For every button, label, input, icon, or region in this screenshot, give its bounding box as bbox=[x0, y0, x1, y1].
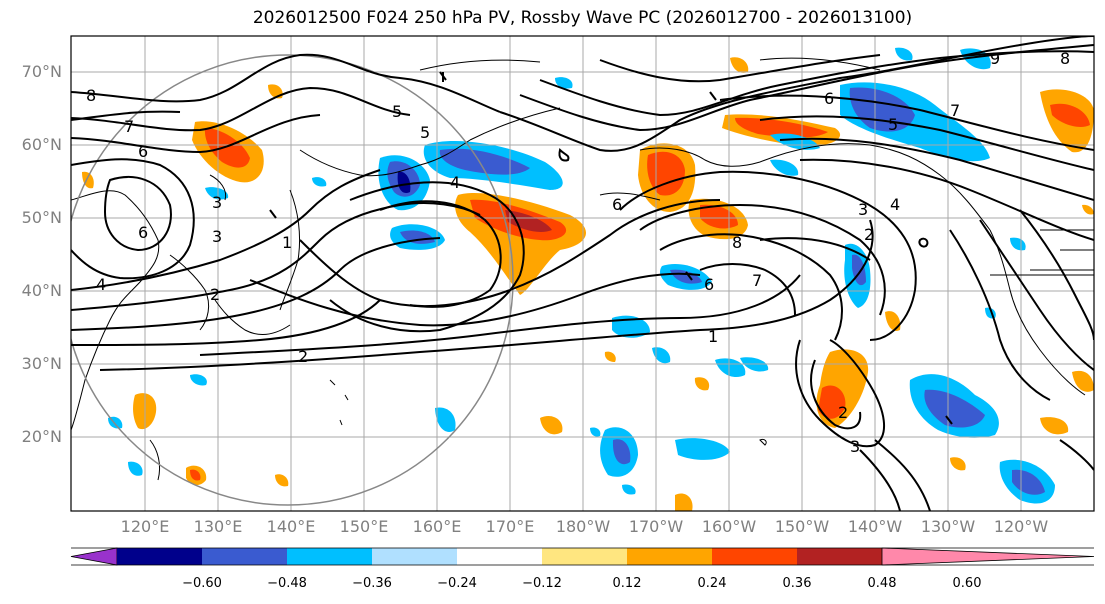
contour-label: 6 bbox=[138, 142, 148, 161]
lon-label: 180°W bbox=[555, 517, 611, 536]
colorbar-segment bbox=[202, 548, 287, 565]
lat-label: 20°N bbox=[21, 427, 62, 446]
colorbar-segment bbox=[712, 548, 797, 565]
lon-label: 170°W bbox=[628, 517, 684, 536]
lon-label: 120°W bbox=[993, 517, 1049, 536]
lon-label: 130°W bbox=[920, 517, 976, 536]
rossby-wave-region-circle bbox=[71, 54, 514, 506]
contour-label: 8 bbox=[1060, 49, 1070, 68]
contour-label: 4 bbox=[96, 275, 106, 294]
colorbar-tick-label: 0.48 bbox=[867, 576, 897, 591]
contour-label: 6 bbox=[824, 89, 834, 108]
lat-label: 70°N bbox=[21, 62, 62, 81]
map-frame bbox=[70, 35, 1095, 512]
contour-label: 6 bbox=[612, 195, 622, 214]
colorbar-tick-label: 0.12 bbox=[612, 576, 642, 591]
contour-label: 5 bbox=[392, 102, 402, 121]
contour-label: 3 bbox=[212, 193, 222, 212]
lon-label: 130°E bbox=[193, 517, 243, 536]
contour-label: 7 bbox=[124, 117, 134, 136]
lon-label: 160°W bbox=[701, 517, 757, 536]
colorbar-tick-label: 0.36 bbox=[782, 576, 812, 591]
colorbar-segment bbox=[797, 548, 882, 565]
contour-label: 6 bbox=[704, 275, 714, 294]
lon-label: 140°W bbox=[847, 517, 903, 536]
graticule bbox=[71, 36, 1094, 511]
contour-label: 2 bbox=[864, 225, 874, 244]
colorbar-extend-low bbox=[70, 547, 118, 566]
lat-label: 40°N bbox=[21, 281, 62, 300]
colorbar-segment bbox=[542, 548, 627, 565]
colorbar-segment bbox=[627, 548, 712, 565]
contour-label: 3 bbox=[850, 437, 860, 456]
map-title: 2026012500 F024 250 hPa PV, Rossby Wave … bbox=[252, 8, 913, 28]
contour-label: 6 bbox=[138, 223, 148, 242]
lat-label: 60°N bbox=[21, 135, 62, 154]
pv-minimum-markers bbox=[269, 71, 953, 425]
colorbar-segment bbox=[372, 548, 457, 565]
contour-label: 5 bbox=[420, 123, 430, 142]
contour-label: 1 bbox=[282, 233, 292, 252]
pv-contours bbox=[71, 36, 1094, 511]
contour-label: 4 bbox=[450, 173, 460, 192]
colorbar-tick-label: −0.24 bbox=[437, 576, 477, 591]
lon-label: 150°W bbox=[774, 517, 830, 536]
contour-label: 8 bbox=[86, 86, 96, 105]
lon-label: 120°E bbox=[120, 517, 170, 536]
colorbar-tick-label: −0.36 bbox=[352, 576, 392, 591]
contour-label: 2 bbox=[210, 285, 220, 304]
contour-label: 2 bbox=[838, 403, 848, 422]
contour-labels: 8 7 6 5 4 3 2 1 6 5 4 3 2 1 9 8 7 6 5 4 … bbox=[86, 49, 1070, 456]
lon-label: 140°E bbox=[266, 517, 316, 536]
lon-label: 160°E bbox=[412, 517, 462, 536]
colorbar-segment bbox=[117, 548, 202, 565]
lat-label: 30°N bbox=[21, 354, 62, 373]
contour-label: 3 bbox=[212, 227, 222, 246]
contour-label: 9 bbox=[990, 49, 1000, 68]
colorbar-tick-label: −0.48 bbox=[267, 576, 307, 591]
contour-label: 8 bbox=[732, 233, 742, 252]
colorbar-tick-label: 0.60 bbox=[952, 576, 982, 591]
lon-label: 170°E bbox=[485, 517, 535, 536]
colorbar-segment bbox=[287, 548, 372, 565]
contour-label: 7 bbox=[950, 101, 960, 120]
contour-label: 2 bbox=[298, 347, 308, 366]
lat-label: 50°N bbox=[21, 208, 62, 227]
colorbar-tick-label: 0.24 bbox=[697, 576, 727, 591]
colorbar-tick-label: −0.12 bbox=[522, 576, 562, 591]
contour-label: 5 bbox=[888, 115, 898, 134]
contour-label: 3 bbox=[858, 200, 868, 219]
colorbar-tick-label: −0.60 bbox=[182, 576, 222, 591]
colorbar-segment bbox=[457, 548, 542, 565]
colorbar-extend-high bbox=[881, 547, 1095, 566]
lon-label: 150°E bbox=[339, 517, 389, 536]
contour-label: 7 bbox=[752, 271, 762, 290]
contour-label: 4 bbox=[890, 195, 900, 214]
contour-label: 1 bbox=[708, 327, 718, 346]
